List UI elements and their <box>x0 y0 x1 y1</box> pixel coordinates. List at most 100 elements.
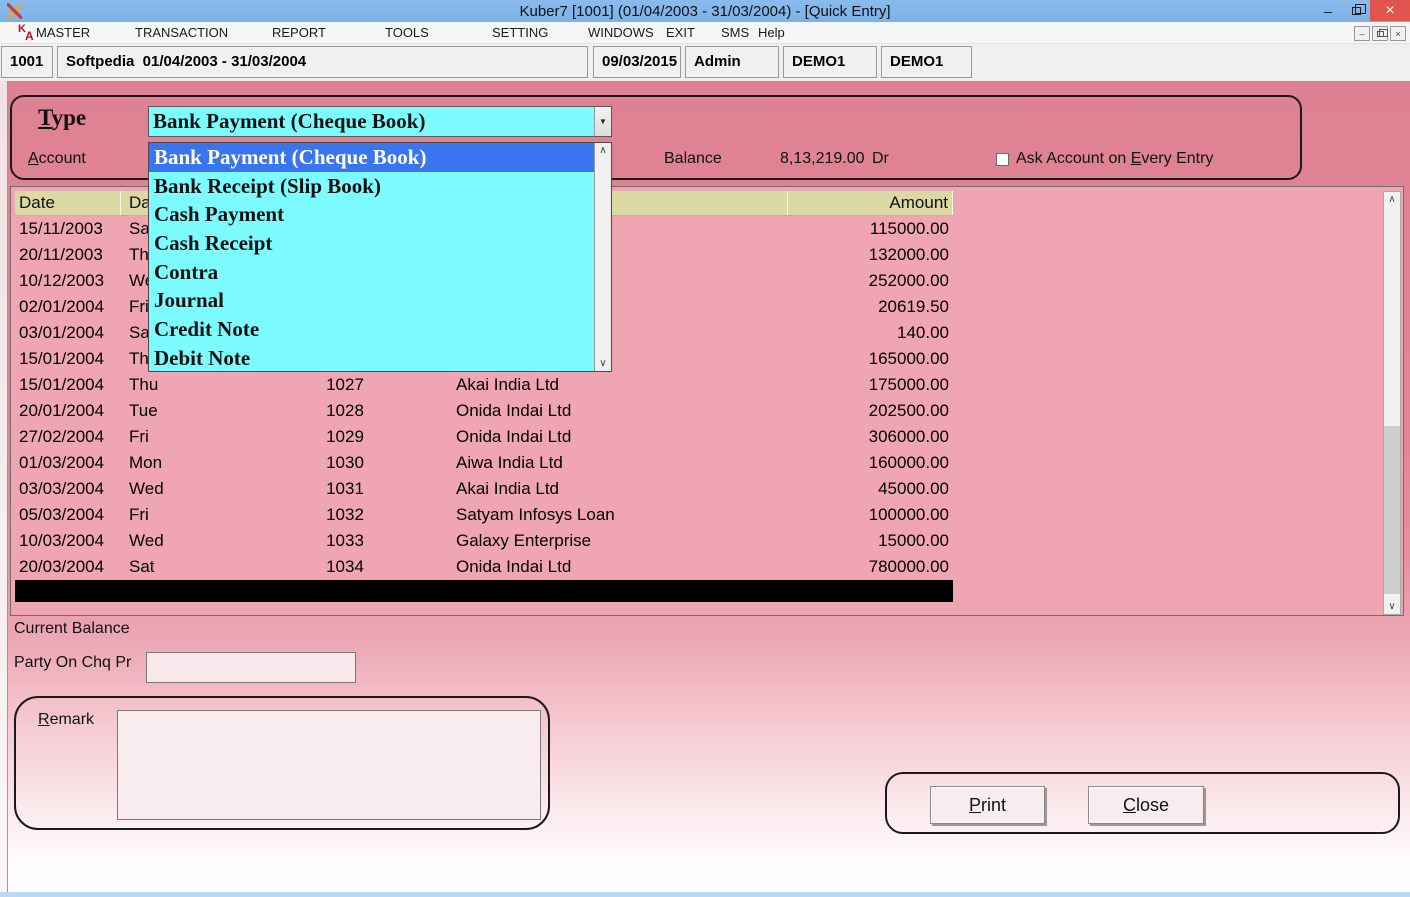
cell-chq-no: 1034 <box>326 557 364 576</box>
cell-amount: 20619.50 <box>878 297 949 316</box>
scroll-up-icon[interactable]: ∧ <box>1388 194 1396 205</box>
header-date: Date <box>15 191 121 215</box>
panel-scrollbar[interactable]: ∧ ∨ <box>1383 191 1401 615</box>
cell-amount: 140.00 <box>897 323 949 342</box>
minimize-button[interactable]: – <box>1324 2 1332 19</box>
cell-date: 05/03/2004 <box>19 505 105 524</box>
dropdown-option[interactable]: Bank Payment (Cheque Book) <box>149 143 611 172</box>
scroll-down-icon[interactable]: ∨ <box>1388 601 1396 612</box>
dropdown-option[interactable]: Credit Note <box>154 317 260 342</box>
cell-date: 15/01/2004 <box>19 375 105 394</box>
cell-date: 20/11/2003 <box>19 245 103 264</box>
type-account-group <box>10 95 1302 180</box>
cell-party: Galaxy Enterprise <box>456 531 592 550</box>
cell-party: Aiwa India Ltd <box>456 453 563 472</box>
app-icon <box>7 3 22 19</box>
menu-item[interactable]: EXIT <box>666 25 695 40</box>
party-on-chq-label: Party On Chq Pr <box>14 654 132 671</box>
cell-amount: 202500.00 <box>868 401 949 420</box>
table-row[interactable]: 27/02/2004 Fri 1029 Onida Indai Ltd 3060… <box>15 424 953 450</box>
menu-item[interactable]: SMS <box>721 25 750 40</box>
menu-items: MASTER TRANSACTION REPORT TOOLS SETTING WINDO… <box>0 22 1340 44</box>
dropdown-option[interactable]: Cash Receipt <box>154 231 273 256</box>
dropdown-option[interactable]: Cash Payment <box>154 202 285 227</box>
cell-date: 10/03/2004 <box>19 531 105 550</box>
menu-item[interactable]: WINDOWS <box>588 25 654 40</box>
dropdown-option[interactable]: Debit Note <box>154 345 251 370</box>
window-bottom-border <box>0 892 1410 897</box>
cell-amount: 115000.00 <box>869 219 949 238</box>
cell-amount: 160000.00 <box>868 453 949 472</box>
cell-date: 15/01/2004 <box>19 349 105 368</box>
cell-party: Onida Indai Ltd <box>456 427 572 446</box>
table-row[interactable]: 10/03/2004 Wed 1033 Galaxy Enterprise 15… <box>15 528 953 554</box>
title-bar: Kuber7 [1001] (01/04/2003 - 31/03/2004) … <box>0 0 1410 22</box>
cell-date: 01/03/2004 <box>19 453 105 472</box>
restore-button[interactable] <box>1342 0 1370 21</box>
remark-group: Remark <box>14 696 550 830</box>
table-row[interactable]: 01/03/2004 Mon 1030 Aiwa India Ltd 16000… <box>15 450 953 476</box>
dropdown-scrollbar[interactable]: ∧ ∨ <box>594 143 611 371</box>
kuber-logo-icon: K A <box>18 23 34 43</box>
mdi-minimize-button[interactable]: – <box>1354 26 1370 41</box>
cell-amount: 132000.00 <box>868 245 949 264</box>
scroll-down-icon[interactable]: ∨ <box>599 358 607 369</box>
type-combobox-value: Bank Payment (Cheque Book) <box>153 109 426 133</box>
menu-item[interactable]: SETTING <box>492 25 549 40</box>
combobox-dropdown-button[interactable]: ▼ <box>594 107 611 136</box>
menu-item[interactable]: TOOLS <box>385 25 429 40</box>
cell-amount: 15000.00 <box>878 531 949 550</box>
remark-textarea[interactable] <box>117 710 541 820</box>
info-bar: 1001 Softpedia 01/04/2003 - 31/03/2004 09/… <box>0 44 1410 81</box>
account-label: Account <box>28 150 86 167</box>
info-cell: 1001 <box>1 46 53 78</box>
table-row[interactable]: 02/01/2004 Fri 20619.50 <box>15 294 953 320</box>
cell-day: Thu <box>129 375 159 394</box>
table-row[interactable]: 03/01/2004 Sat 140.00 <box>15 320 953 346</box>
table-row[interactable]: 05/03/2004 Fri 1032 Satyam Infosys Loan … <box>15 502 953 528</box>
quick-entry-form: SOFTPEDIA Type Account Balance 8,13,219.… <box>0 81 1410 892</box>
remark-label: Remark <box>38 711 95 728</box>
cell-chq-no: 1029 <box>326 427 364 446</box>
close-button[interactable]: × <box>1370 0 1410 21</box>
table-row[interactable]: 20/01/2004 Tue 1028 Onida Indai Ltd 2025… <box>15 398 953 424</box>
header-party <box>441 191 788 215</box>
type-combobox[interactable]: Bank Payment (Cheque Book) ▼ <box>148 106 612 137</box>
menu-item[interactable]: MASTER <box>36 25 91 40</box>
info-cell: DEMO1 <box>783 46 877 78</box>
info-cell: 09/03/2015 <box>593 46 681 78</box>
table-row[interactable]: 15/01/2004 Thu 1027 Akai India Ltd 17500… <box>15 372 953 398</box>
cell-date: 10/12/2003 <box>19 271 105 290</box>
ask-account-checkbox[interactable] <box>996 152 1009 166</box>
mdi-close-button[interactable]: × <box>1390 26 1406 41</box>
close-form-button[interactable]: Close <box>1088 786 1204 824</box>
table-row[interactable]: 20/03/2004 Sat 1034 Onida Indai Ltd 7800… <box>15 554 953 580</box>
balance-row: Balance 8,13,219.00 Dr <box>664 150 889 168</box>
scrollbar-thumb[interactable] <box>1384 426 1400 594</box>
table-row[interactable]: 03/03/2004 Wed 1031 Akai India Ltd 45000… <box>15 476 953 502</box>
party-on-chq-input[interactable] <box>146 652 356 683</box>
cell-amount: 175000.00 <box>868 375 949 394</box>
cell-amount: 100000.00 <box>868 505 949 524</box>
dropdown-option[interactable]: Bank Receipt (Slip Book) <box>154 173 381 198</box>
cell-chq-no: 1031 <box>326 479 364 498</box>
dropdown-option[interactable]: Contra <box>154 259 219 284</box>
cell-amount: 252000.00 <box>868 271 949 290</box>
cell-amount: 165000.00 <box>868 349 949 368</box>
balance-label: Balance <box>664 150 722 167</box>
header-amount: Amount <box>788 191 953 215</box>
grid-body: 15/11/2003 Sat 115000.00 20/11/2003 Thu … <box>15 216 953 580</box>
table-row[interactable]: 20/11/2003 Thu 132000.00 <box>15 242 953 268</box>
cell-day: Wed <box>129 479 164 498</box>
print-button[interactable]: Print <box>930 786 1045 824</box>
menu-item[interactable]: REPORT <box>272 25 326 40</box>
menu-item[interactable]: TRANSACTION <box>135 25 229 40</box>
menu-item[interactable]: Help <box>758 25 785 40</box>
mdi-restore-button[interactable] <box>1372 26 1388 41</box>
scroll-up-icon[interactable]: ∧ <box>599 145 607 156</box>
dropdown-option[interactable]: Journal <box>154 288 225 313</box>
cell-date: 15/11/2003 <box>19 219 103 238</box>
selected-empty-row[interactable] <box>15 580 953 602</box>
balance-value: 8,13,219.00 <box>780 150 865 167</box>
cell-date: 20/03/2004 <box>19 557 105 576</box>
